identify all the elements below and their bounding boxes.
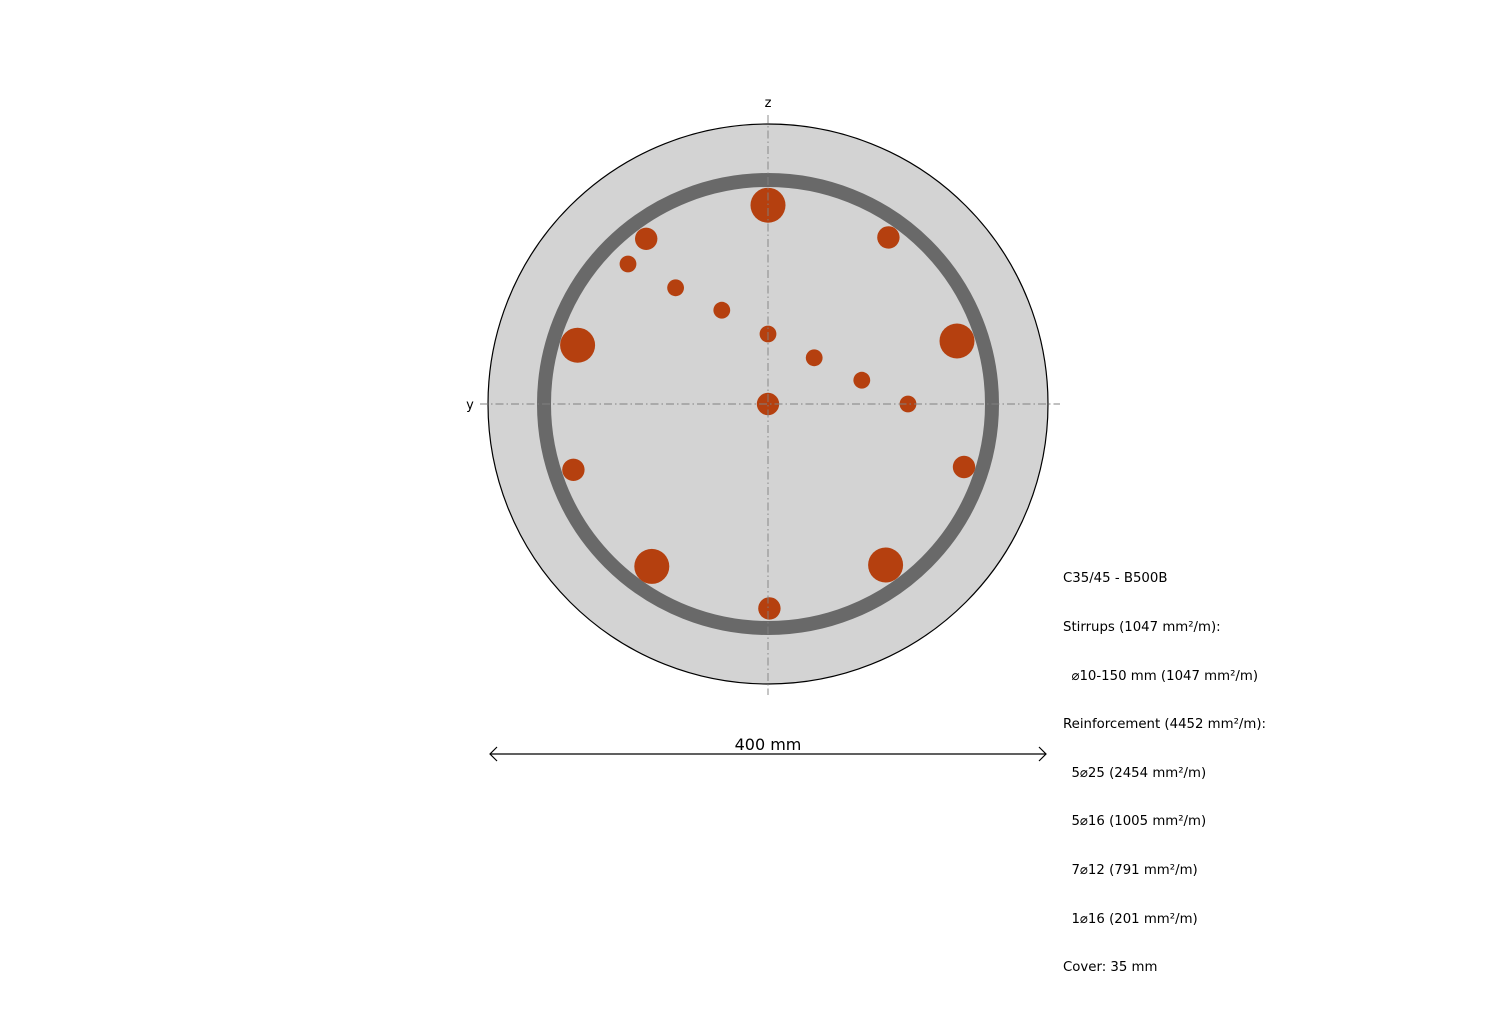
rebar-d25	[750, 187, 786, 223]
y-axis-label: y	[466, 398, 474, 413]
rebar-d25	[939, 323, 975, 359]
rebar-d16	[877, 226, 900, 249]
cross-section-figure: y z 400 mm C35/45 - B500B Stirrups (1047…	[466, 96, 1266, 975]
rebar-d16	[756, 392, 780, 416]
legend-material: C35/45 - B500B	[1063, 571, 1168, 587]
rebar-d25	[560, 327, 596, 363]
legend-cover: Cover: 35 mm	[1063, 960, 1158, 976]
dimension-label: 400 mm	[735, 735, 802, 754]
rebar-d16	[952, 455, 976, 479]
section-legend: C35/45 - B500B Stirrups (1047 mm²/m): ⌀1…	[1063, 539, 1266, 1009]
rebar-d16	[635, 227, 658, 250]
legend-reinforcement-header: Reinforcement (4452 mm²/m):	[1063, 717, 1267, 733]
rebar-d25	[868, 547, 904, 583]
legend-reinforcement-item: 7⌀12 (791 mm²/m)	[1063, 863, 1198, 879]
z-axis-label: z	[765, 96, 772, 111]
axes-group: y z	[466, 96, 1060, 695]
rebar-d16	[562, 458, 585, 481]
legend-reinforcement-item: 5⌀25 (2454 mm²/m)	[1063, 765, 1207, 781]
rebar-d12	[853, 371, 871, 389]
rebars-group	[560, 187, 976, 620]
legend-reinforcement-item: 1⌀16 (201 mm²/m)	[1063, 911, 1198, 927]
dimension-arrow-right	[1038, 746, 1047, 762]
dimension-arrow-left	[489, 746, 498, 762]
rebar-d12	[619, 255, 637, 273]
legend-stirrups-header: Stirrups (1047 mm²/m):	[1063, 620, 1221, 636]
rebar-d12	[667, 279, 684, 297]
rebar-d12	[805, 349, 823, 367]
legend-reinforcement-item: 5⌀16 (1005 mm²/m)	[1063, 814, 1207, 830]
rebar-d12	[899, 395, 917, 413]
rebar-d25	[634, 548, 670, 584]
rebar-d12	[713, 301, 731, 319]
dimension-group: 400 mm	[489, 735, 1047, 762]
rebar-d16	[758, 597, 781, 620]
cross-section-drawing: y z 400 mm	[466, 96, 1060, 762]
legend-stirrups-detail: ⌀10-150 mm (1047 mm²/m)	[1063, 668, 1259, 684]
